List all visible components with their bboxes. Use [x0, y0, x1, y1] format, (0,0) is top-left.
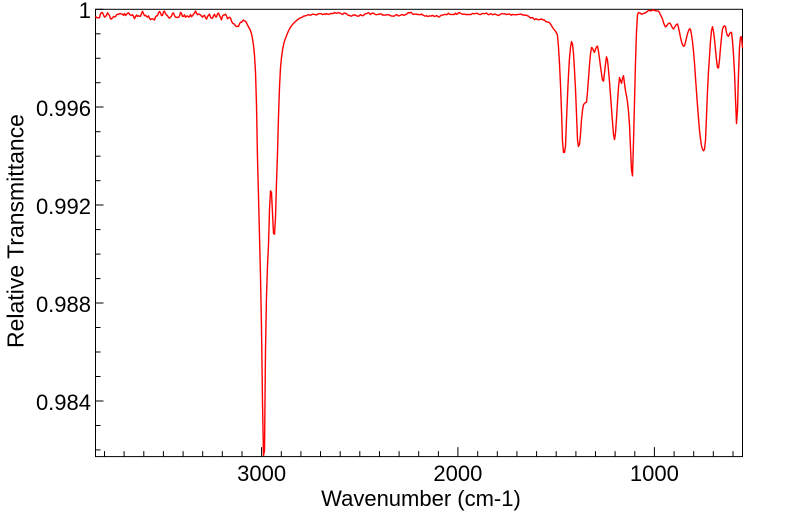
svg-text:0.992: 0.992 — [36, 194, 91, 219]
svg-text:1000: 1000 — [630, 461, 679, 486]
svg-text:2000: 2000 — [433, 461, 482, 486]
svg-text:3000: 3000 — [237, 461, 286, 486]
svg-text:1: 1 — [79, 0, 91, 23]
svg-text:0.988: 0.988 — [36, 292, 91, 317]
svg-text:Wavenumber (cm-1): Wavenumber (cm-1) — [321, 486, 521, 511]
svg-text:0.996: 0.996 — [36, 96, 91, 121]
svg-text:Relative Transmittance: Relative Transmittance — [3, 114, 29, 348]
svg-text:0.984: 0.984 — [36, 390, 91, 415]
